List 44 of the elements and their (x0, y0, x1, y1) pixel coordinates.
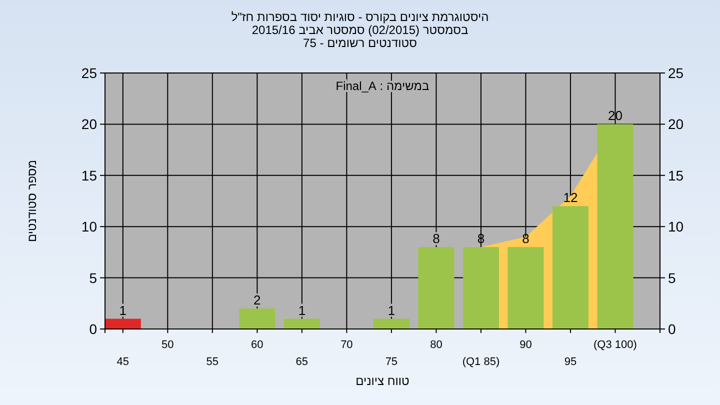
y2-tick-label: 20 (668, 116, 684, 132)
bar (284, 318, 320, 329)
data-label: 1 (388, 302, 396, 318)
bar (239, 308, 276, 329)
data-label: 1 (119, 302, 127, 318)
y-axis-title: מספר סטודנטים (25, 160, 39, 242)
bar (508, 247, 544, 329)
y-tick-label: 20 (81, 116, 98, 132)
chart-subtitle: בסמסטר (02/2015) סמסטר אביב 2015/16 סטודנטים רשומים - 75 (252, 23, 468, 50)
y-tick-label: 25 (81, 65, 98, 81)
data-label: 8 (522, 231, 530, 246)
y2-tick-label: 25 (668, 65, 684, 81)
x-tick-label: (Q3 100) (594, 339, 637, 351)
x-tick-label: 70 (340, 339, 353, 351)
bar (418, 247, 454, 329)
y2-tick-label: 0 (668, 321, 676, 337)
data-label: 12 (563, 190, 578, 206)
y-tick-label: 0 (89, 321, 98, 337)
bar (373, 318, 410, 329)
x-tick-label: 75 (385, 356, 398, 368)
y-tick-label: 15 (81, 167, 98, 184)
chart-title: היסטוגרמת ציונים בקורס - סוגיות יסוד בספרות חז"ל (231, 10, 489, 24)
bar (104, 318, 141, 329)
x-tick-label: 55 (206, 356, 219, 368)
data-label: 1 (298, 302, 306, 318)
bar (462, 247, 499, 329)
x-tick-label: 80 (430, 339, 442, 351)
x-axis-title: טווח ציונים (356, 374, 410, 388)
y-tick-label: 5 (89, 270, 98, 286)
x-tick-label: 60 (251, 339, 264, 351)
data-label: 2 (254, 292, 261, 308)
y-tick-label: 10 (81, 218, 98, 235)
bar (597, 124, 634, 329)
y2-tick-label: 15 (668, 167, 684, 184)
x-tick-label: 90 (520, 339, 532, 351)
x-tick-label: (Q1 85) (462, 356, 500, 368)
data-label: 8 (432, 231, 440, 246)
x-tick-label: 50 (162, 339, 174, 351)
bar (552, 206, 588, 329)
x-tick-label: 95 (564, 356, 577, 368)
y2-tick-label: 5 (668, 270, 676, 286)
x-tick-label: 65 (296, 356, 308, 368)
y2-tick-label: 10 (668, 218, 684, 235)
x-tick-label: 45 (116, 356, 130, 368)
